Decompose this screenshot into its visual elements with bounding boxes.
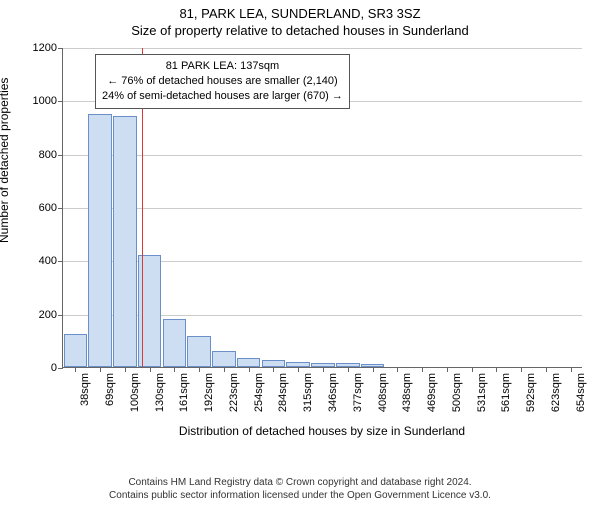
footer-line-1: Contains HM Land Registry data © Crown c…	[0, 476, 600, 489]
y-axis-label: Number of detached properties	[0, 78, 11, 243]
xtick-label: 284sqm	[277, 373, 289, 412]
xtick-label: 38sqm	[79, 373, 91, 406]
xtick-label: 438sqm	[401, 373, 413, 412]
address-title: 81, PARK LEA, SUNDERLAND, SR3 3SZ	[0, 6, 600, 21]
xtick-label: 623sqm	[550, 373, 562, 412]
xtick-mark	[422, 367, 423, 372]
annotation-line-2: ← 76% of detached houses are smaller (2,…	[102, 74, 343, 89]
gridline	[63, 208, 582, 209]
xtick-mark	[472, 367, 473, 372]
xtick-mark	[571, 367, 572, 372]
annotation-box: 81 PARK LEA: 137sqm← 76% of detached hou…	[95, 54, 350, 109]
ytick-label: 800	[39, 149, 57, 161]
xtick-mark	[521, 367, 522, 372]
plot-area: 02004006008001000120038sqm69sqm100sqm130…	[62, 48, 582, 368]
xtick-label: 254sqm	[253, 373, 265, 412]
xtick-mark	[174, 367, 175, 372]
xtick-mark	[298, 367, 299, 372]
xtick-mark	[75, 367, 76, 372]
xtick-mark	[249, 367, 250, 372]
gridline	[63, 155, 582, 156]
ytick-label: 400	[39, 255, 57, 267]
ytick-mark	[58, 208, 63, 209]
xtick-mark	[273, 367, 274, 372]
xtick-mark	[496, 367, 497, 372]
ytick-label: 1200	[33, 42, 57, 54]
copyright-footer: Contains HM Land Registry data © Crown c…	[0, 476, 600, 502]
xtick-label: 654sqm	[575, 373, 587, 412]
ytick-mark	[58, 48, 63, 49]
subtitle: Size of property relative to detached ho…	[0, 23, 600, 38]
xtick-mark	[546, 367, 547, 372]
xtick-label: 377sqm	[352, 373, 364, 412]
ytick-label: 600	[39, 202, 57, 214]
gridline	[63, 48, 582, 49]
histogram-bar	[187, 336, 211, 367]
xtick-label: 223sqm	[228, 373, 240, 412]
histogram-bar	[237, 358, 261, 367]
xtick-mark	[224, 367, 225, 372]
histogram-bar	[212, 351, 236, 367]
ytick-mark	[58, 315, 63, 316]
xtick-label: 69sqm	[104, 373, 116, 406]
ytick-label: 200	[39, 309, 57, 321]
xtick-label: 592sqm	[525, 373, 537, 412]
xtick-label: 346sqm	[327, 373, 339, 412]
histogram-bar	[163, 319, 187, 367]
xtick-mark	[150, 367, 151, 372]
footer-line-2: Contains public sector information licen…	[0, 489, 600, 502]
xtick-mark	[348, 367, 349, 372]
ytick-label: 1000	[33, 95, 57, 107]
ytick-mark	[58, 101, 63, 102]
xtick-label: 469sqm	[426, 373, 438, 412]
annotation-line-1: 81 PARK LEA: 137sqm	[102, 59, 343, 74]
x-axis-label: Distribution of detached houses by size …	[62, 424, 582, 438]
chart-container: Number of detached properties 0200400600…	[0, 48, 600, 438]
ytick-mark	[58, 261, 63, 262]
xtick-mark	[125, 367, 126, 372]
xtick-mark	[447, 367, 448, 372]
ytick-mark	[58, 155, 63, 156]
xtick-mark	[323, 367, 324, 372]
xtick-mark	[100, 367, 101, 372]
xtick-label: 315sqm	[302, 373, 314, 412]
xtick-label: 130sqm	[154, 373, 166, 412]
histogram-bar	[88, 114, 112, 367]
ytick-label: 0	[51, 362, 57, 374]
histogram-bar	[64, 334, 88, 367]
ytick-mark	[58, 368, 63, 369]
xtick-mark	[373, 367, 374, 372]
xtick-label: 100sqm	[129, 373, 141, 412]
histogram-bar	[262, 360, 286, 367]
xtick-label: 161sqm	[178, 373, 190, 412]
histogram-bar	[113, 116, 137, 367]
xtick-mark	[199, 367, 200, 372]
xtick-label: 192sqm	[203, 373, 215, 412]
xtick-label: 500sqm	[451, 373, 463, 412]
xtick-label: 531sqm	[476, 373, 488, 412]
xtick-mark	[397, 367, 398, 372]
annotation-line-3: 24% of semi-detached houses are larger (…	[102, 89, 343, 104]
xtick-label: 561sqm	[500, 373, 512, 412]
xtick-label: 408sqm	[377, 373, 389, 412]
